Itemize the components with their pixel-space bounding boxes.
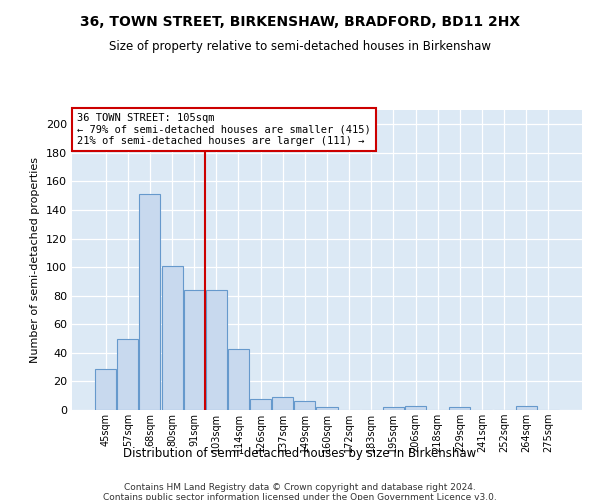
Text: Contains public sector information licensed under the Open Government Licence v3: Contains public sector information licen…: [103, 492, 497, 500]
Bar: [95, 368, 116, 410]
Text: 36 TOWN STREET: 105sqm
← 79% of semi-detached houses are smaller (415)
21% of se: 36 TOWN STREET: 105sqm ← 79% of semi-det…: [77, 113, 371, 146]
Bar: [295, 402, 316, 410]
Bar: [383, 407, 404, 410]
Text: Contains HM Land Registry data © Crown copyright and database right 2024.: Contains HM Land Registry data © Crown c…: [124, 482, 476, 492]
Bar: [228, 348, 249, 410]
Text: Distribution of semi-detached houses by size in Birkenshaw: Distribution of semi-detached houses by …: [124, 448, 476, 460]
Bar: [161, 266, 182, 410]
Bar: [272, 397, 293, 410]
Bar: [405, 406, 426, 410]
Bar: [316, 407, 338, 410]
Bar: [184, 290, 205, 410]
Bar: [206, 290, 227, 410]
Y-axis label: Number of semi-detached properties: Number of semi-detached properties: [31, 157, 40, 363]
Bar: [118, 338, 139, 410]
Bar: [250, 398, 271, 410]
Bar: [449, 407, 470, 410]
Bar: [515, 406, 536, 410]
Bar: [139, 194, 160, 410]
Text: Size of property relative to semi-detached houses in Birkenshaw: Size of property relative to semi-detach…: [109, 40, 491, 53]
Text: 36, TOWN STREET, BIRKENSHAW, BRADFORD, BD11 2HX: 36, TOWN STREET, BIRKENSHAW, BRADFORD, B…: [80, 15, 520, 29]
